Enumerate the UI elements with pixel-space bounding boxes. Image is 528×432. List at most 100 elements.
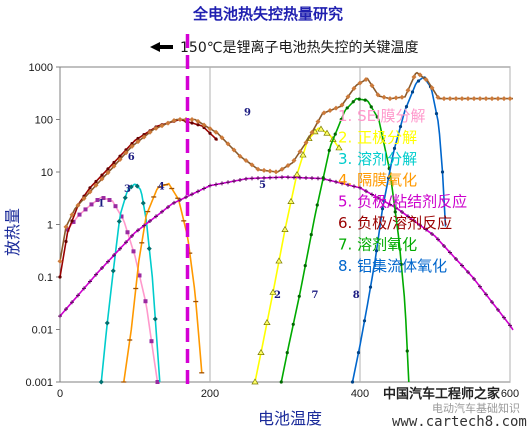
data-point xyxy=(346,182,350,187)
y-tick-label: 0.001 xyxy=(25,377,53,389)
legend-entry: 6. 负极/溶剂反应 xyxy=(338,214,452,232)
data-point xyxy=(75,202,81,208)
data-point xyxy=(340,181,344,186)
data-point xyxy=(436,237,440,242)
series-5 xyxy=(58,175,514,331)
data-point xyxy=(400,209,404,214)
series-9 xyxy=(57,71,513,264)
series-2 xyxy=(251,125,343,385)
data-point xyxy=(369,83,375,89)
data-point xyxy=(370,192,374,197)
data-point xyxy=(93,182,99,188)
data-point xyxy=(357,97,361,101)
x-tick-labels: 0 200 400 600 xyxy=(57,388,519,400)
data-point xyxy=(214,182,218,187)
series-3 xyxy=(98,183,161,385)
data-point xyxy=(213,129,219,135)
data-point xyxy=(263,318,271,325)
data-point xyxy=(152,316,158,322)
data-point xyxy=(429,85,435,91)
data-point xyxy=(291,322,295,326)
data-point xyxy=(351,85,357,91)
data-point xyxy=(472,276,476,281)
data-point xyxy=(448,250,452,255)
data-point xyxy=(143,299,148,304)
data-point xyxy=(333,105,339,111)
data-point xyxy=(315,119,321,125)
data-point xyxy=(471,96,477,102)
data-point xyxy=(435,94,441,100)
data-point xyxy=(159,123,165,129)
x-tick-label: 0 xyxy=(57,388,63,400)
data-point xyxy=(122,195,128,201)
data-point xyxy=(303,140,309,146)
data-point xyxy=(88,186,92,190)
data-point xyxy=(64,239,68,244)
data-point xyxy=(70,300,74,305)
data-point xyxy=(202,125,206,130)
x-axis-label: 电池温度 xyxy=(258,409,322,428)
data-point xyxy=(100,266,104,271)
legend-entry: 4. 隔膜氧化 xyxy=(338,171,417,189)
data-point xyxy=(430,231,434,236)
data-point xyxy=(386,176,391,180)
watermark-url: www.cartech8.com xyxy=(392,414,527,430)
data-point xyxy=(118,154,122,158)
data-point xyxy=(274,175,278,180)
legend-entry: 5. 负极/粘结剂反应 xyxy=(338,193,467,211)
data-point xyxy=(137,273,142,278)
data-point xyxy=(155,380,160,384)
data-point xyxy=(146,246,152,252)
legend-entry: 8. 铝集流体氧化 xyxy=(338,257,447,275)
data-point xyxy=(279,380,283,384)
legend-entry: 7. 溶剂氧化 xyxy=(338,235,417,253)
data-point xyxy=(125,230,130,235)
data-point xyxy=(249,162,255,168)
data-point xyxy=(442,243,446,248)
y-tick-label: 0.1 xyxy=(38,272,53,284)
data-point xyxy=(208,131,212,135)
data-point xyxy=(111,163,117,169)
data-point xyxy=(352,184,356,189)
data-point xyxy=(292,175,296,180)
data-point xyxy=(418,223,422,228)
data-point xyxy=(243,158,249,164)
data-point xyxy=(440,170,445,174)
data-point xyxy=(393,95,399,101)
data-point xyxy=(417,72,423,78)
data-point xyxy=(106,259,110,264)
data-point xyxy=(166,205,170,210)
data-point xyxy=(189,117,195,122)
data-point xyxy=(412,218,416,223)
curve-label: 4 xyxy=(158,182,165,193)
data-point xyxy=(508,323,512,328)
data-point xyxy=(65,227,70,232)
data-point xyxy=(356,351,361,355)
data-point xyxy=(117,156,123,162)
data-point xyxy=(251,378,259,385)
y-tick-label: 1000 xyxy=(29,62,53,74)
series-group xyxy=(57,71,514,385)
data-point xyxy=(130,141,134,146)
data-point xyxy=(387,96,393,102)
data-point xyxy=(388,202,392,207)
data-point xyxy=(256,176,260,181)
data-point xyxy=(333,132,337,136)
data-point xyxy=(99,176,105,182)
data-point xyxy=(317,125,325,132)
data-point xyxy=(153,125,159,131)
data-point xyxy=(77,212,82,217)
data-point xyxy=(405,349,409,353)
data-point xyxy=(293,170,301,177)
data-point xyxy=(208,183,212,188)
data-point xyxy=(345,94,351,100)
data-point xyxy=(424,227,428,232)
data-point xyxy=(410,90,415,94)
data-point xyxy=(64,307,68,312)
data-point xyxy=(465,96,471,102)
data-point xyxy=(244,176,248,181)
data-point xyxy=(369,105,373,109)
legend: 1. SEI膜分解 2. 正极分解 3. 溶剂分解 4. 隔膜氧化 5. 负极/粘结剂反… xyxy=(338,107,467,275)
data-point xyxy=(184,195,188,200)
data-point xyxy=(202,186,206,191)
